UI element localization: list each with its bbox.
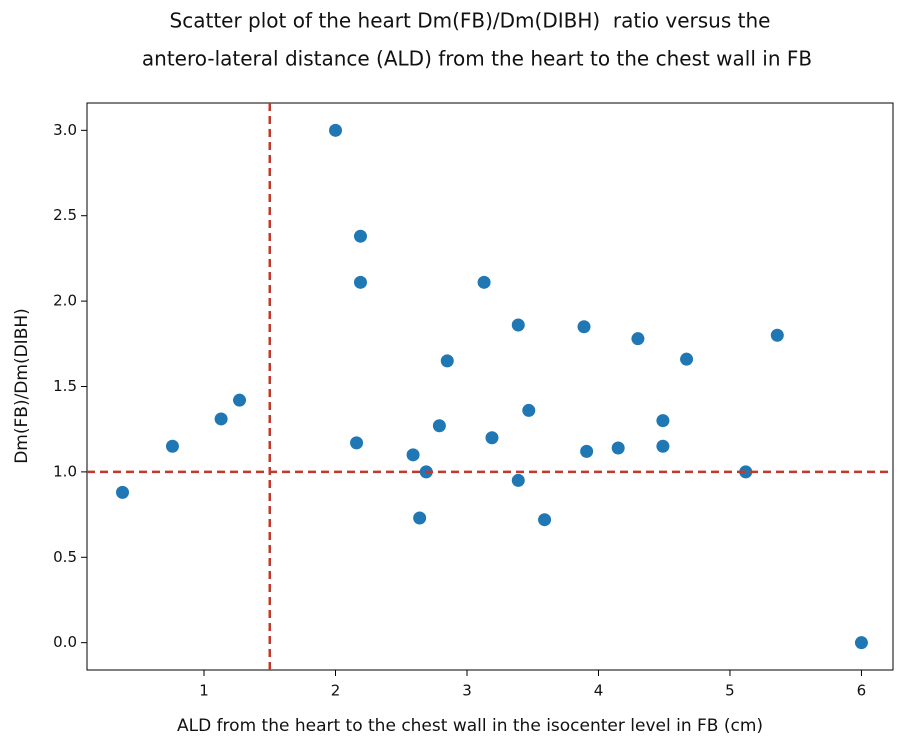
y-tick-label: 0.5 bbox=[53, 548, 77, 566]
point bbox=[611, 441, 625, 455]
point bbox=[432, 419, 446, 433]
point bbox=[440, 354, 454, 368]
point bbox=[353, 275, 367, 289]
x-tick-label: 5 bbox=[725, 682, 735, 700]
point bbox=[116, 485, 130, 499]
point bbox=[214, 412, 228, 426]
point bbox=[656, 414, 670, 428]
point bbox=[580, 444, 594, 458]
point bbox=[233, 393, 247, 407]
y-tick-label: 2.5 bbox=[53, 206, 77, 224]
point bbox=[631, 332, 645, 346]
x-tick-label: 1 bbox=[199, 682, 209, 700]
y-tick-label: 2.0 bbox=[53, 292, 77, 310]
plot-frame bbox=[86, 102, 894, 671]
point bbox=[656, 439, 670, 453]
point bbox=[406, 448, 420, 462]
point bbox=[739, 465, 753, 479]
point bbox=[770, 328, 784, 342]
point bbox=[854, 636, 868, 650]
chart-title: antero-lateral distance (ALD) from the h… bbox=[142, 47, 812, 71]
x-tick-label: 3 bbox=[462, 682, 472, 700]
point bbox=[680, 352, 694, 366]
y-tick-label: 0.0 bbox=[53, 633, 77, 651]
y-tick-label: 1.5 bbox=[53, 377, 77, 395]
point bbox=[329, 123, 343, 137]
y-tick-label: 3.0 bbox=[53, 121, 77, 139]
point bbox=[350, 436, 364, 450]
x-tick-label: 4 bbox=[594, 682, 604, 700]
y-tick-label: 1.0 bbox=[53, 462, 77, 480]
chart-title: Scatter plot of the heart Dm(FB)/Dm(DIBH… bbox=[170, 9, 771, 33]
x-tick-label: 6 bbox=[857, 682, 867, 700]
x-tick-label: 2 bbox=[331, 682, 341, 700]
point bbox=[577, 320, 591, 334]
y-axis-label: Dm(FB)/Dm(DIBH) bbox=[12, 308, 32, 464]
point bbox=[538, 513, 552, 527]
point bbox=[522, 403, 536, 417]
point bbox=[511, 318, 525, 332]
point bbox=[511, 473, 525, 487]
point bbox=[477, 275, 491, 289]
point bbox=[353, 229, 367, 243]
point bbox=[413, 511, 427, 525]
x-axis-label: ALD from the heart to the chest wall in … bbox=[177, 716, 763, 736]
point bbox=[485, 431, 499, 445]
point bbox=[165, 439, 179, 453]
